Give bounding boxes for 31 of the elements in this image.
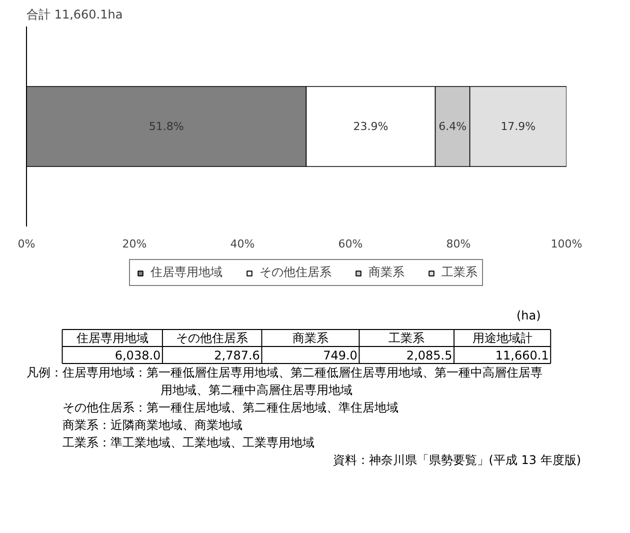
x-tick-label: 40% bbox=[230, 238, 255, 250]
text: 2,787.6 bbox=[214, 348, 260, 362]
text: 商業系：近隣商業地域、商業地域 bbox=[62, 418, 242, 432]
legend-label: その他住居系 bbox=[260, 264, 332, 281]
text: その他住居系：第一種住居地域、第二種住居地域、準住居地域 bbox=[62, 400, 398, 414]
text: 凡例：住居専用地域：第一種低層住居専用地域、第二種低層住居専用地域、第一種中高層住居専用地域、第二種中高層住居専用地域 bbox=[26, 366, 542, 397]
data-label: 6.4% bbox=[438, 120, 467, 133]
text: 工業系：準工業地域、工業地域、工業専用地域 bbox=[62, 436, 314, 450]
legend-label: 住居専用地域 bbox=[150, 264, 222, 281]
data-label: 17.9% bbox=[500, 120, 536, 133]
text: 工業系 bbox=[388, 331, 425, 345]
text: 6,038.0 bbox=[114, 348, 161, 362]
x-tick-label: 100% bbox=[550, 238, 582, 250]
text: 住居専用地域 bbox=[75, 331, 148, 345]
text: 資料：神奈川県「県勢要覧」(平成 13 年度版) bbox=[332, 453, 582, 467]
text: 商業系 bbox=[292, 331, 328, 345]
data-label: 23.9% bbox=[353, 120, 388, 133]
x-tick-label: 60% bbox=[338, 238, 363, 250]
chart-title: 合計 11,660.1ha bbox=[26, 8, 123, 22]
x-tick-label: 80% bbox=[446, 238, 471, 250]
text: 11,660.1 bbox=[495, 348, 549, 362]
text: 749.0 bbox=[323, 348, 358, 362]
data-label: 51.8% bbox=[148, 120, 184, 133]
x-tick-label: 0% bbox=[18, 238, 36, 250]
legend-label: 工業系 bbox=[442, 264, 478, 281]
x-tick-label: 20% bbox=[122, 238, 147, 250]
text: (ha) bbox=[516, 308, 541, 322]
text: 用途地域計 bbox=[472, 331, 532, 345]
text: その他住居系 bbox=[176, 331, 248, 345]
text: 2,085.5 bbox=[406, 348, 452, 362]
legend-label: 商業系 bbox=[368, 264, 404, 281]
